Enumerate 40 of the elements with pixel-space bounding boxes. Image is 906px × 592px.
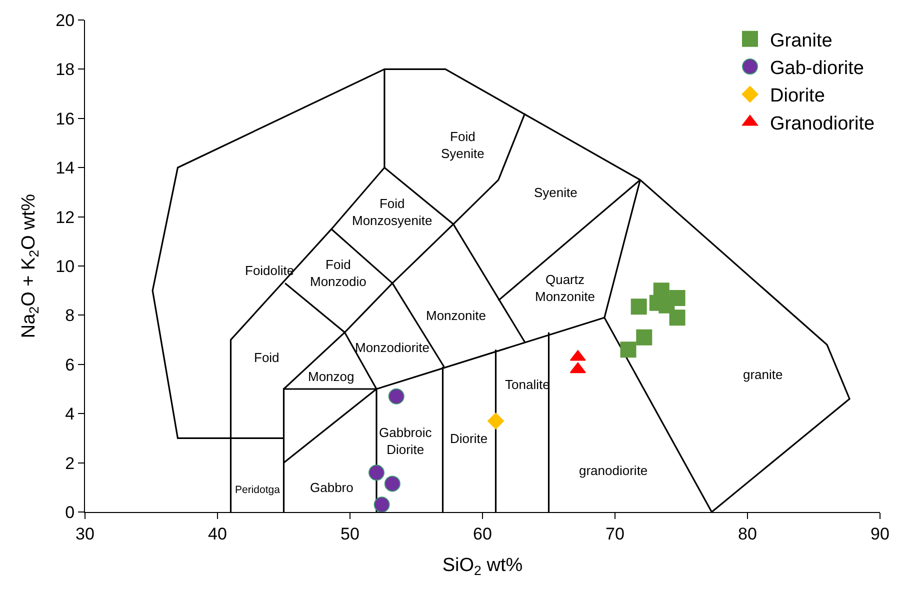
- annotation: Gabbro: [310, 480, 354, 495]
- y-tick-label: 14: [56, 158, 75, 178]
- y-tick-label: 20: [56, 10, 75, 30]
- x-tick-label: 40: [208, 524, 227, 544]
- annotation: Foid: [254, 350, 280, 365]
- annotation: granite: [743, 367, 783, 382]
- x-tick-label: 80: [738, 524, 757, 544]
- annotation: granodiorite: [579, 463, 648, 478]
- y-tick-label: 10: [56, 256, 75, 276]
- legend-label: Granodiorite: [770, 113, 875, 134]
- x-tick-label: 70: [606, 524, 624, 544]
- annotation: Monzog: [308, 369, 354, 384]
- y-tick-label: 12: [56, 208, 75, 227]
- annotation: Monzonite: [426, 308, 486, 323]
- annotation: Tonalite: [505, 377, 550, 392]
- y-tick-label: 18: [56, 60, 75, 80]
- x-tick-label: 30: [76, 524, 94, 544]
- annotation: Diorite: [450, 431, 488, 446]
- x-tick-label: 60: [473, 524, 492, 544]
- y-tick-label: 6: [65, 355, 75, 374]
- annotation: Monzodiorite: [355, 340, 430, 355]
- y-tick-label: 0: [65, 502, 75, 522]
- legend-label: Granite: [770, 30, 832, 52]
- y-tick-label: 16: [56, 109, 75, 128]
- annotation: Quartz Monzonite: [535, 272, 595, 304]
- y-tick-label: 2: [65, 454, 75, 473]
- x-tick-label: 50: [340, 524, 360, 544]
- y-tick-label: 4: [65, 404, 75, 424]
- legend-label: Gab-diorite: [770, 58, 864, 79]
- y-tick-label: 8: [65, 306, 75, 326]
- annotation: Foid Monzodio: [310, 257, 366, 289]
- legend-label: Diorite: [770, 86, 825, 107]
- annotation: Gabbroic Diorite: [379, 425, 432, 457]
- x-axis-title: SiO$_{2}$ wt%: [442, 555, 523, 578]
- annotation: Peridotga: [235, 484, 280, 496]
- annotation: Foidolite: [245, 263, 294, 278]
- x-tick-label: 90: [870, 524, 890, 544]
- annotation: Foid Monzosyenite: [352, 196, 432, 228]
- annotation: Syenite: [534, 185, 578, 200]
- annotation: Foid Syenite: [441, 129, 484, 161]
